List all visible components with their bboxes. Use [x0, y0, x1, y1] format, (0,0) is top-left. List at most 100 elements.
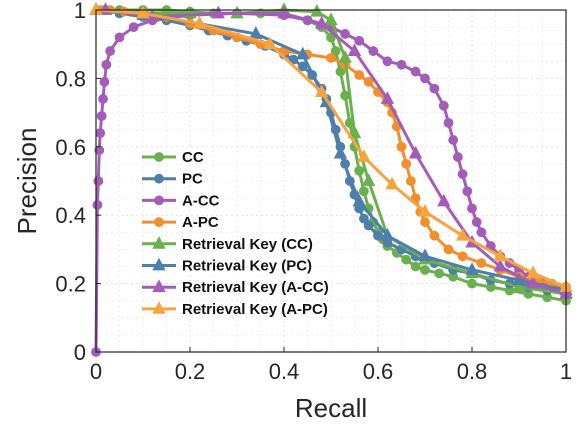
- data-point-a-cc: [128, 22, 139, 32]
- data-point-a-pc: [457, 251, 468, 262]
- data-point-retrieval-key-a-cc: [408, 145, 423, 159]
- data-point-retrieval-key-a-cc: [437, 193, 451, 207]
- data-point-a-pc: [326, 52, 336, 63]
- data-point-a-pc: [363, 76, 374, 87]
- data-point-a-cc: [438, 100, 449, 111]
- data-point-retrieval-key-a-pc: [357, 149, 371, 162]
- legend-item-retrieval-key-cc: Retrieval Key (CC): [142, 236, 313, 253]
- data-point-retrieval-key-a-pc: [418, 204, 432, 217]
- data-point-retrieval-key-a-cc: [211, 5, 225, 19]
- x-tick-label: 0: [90, 359, 102, 384]
- legend-marker: [154, 217, 164, 227]
- data-point-cc: [335, 66, 346, 77]
- data-point-a-cc: [476, 227, 487, 238]
- x-tick-label: 1: [560, 359, 572, 384]
- data-point-retrieval-key-a-cc: [277, 5, 291, 19]
- x-tick-label: 0.2: [175, 359, 206, 384]
- data-point-a-cc: [429, 83, 440, 94]
- data-point-a-cc: [443, 117, 454, 128]
- legend-marker: [152, 301, 166, 314]
- y-tick-label: 0: [74, 340, 86, 365]
- x-tick-label: 0.4: [269, 359, 300, 384]
- legend-label: CC: [182, 149, 204, 166]
- legend-label: A-CC: [182, 192, 220, 209]
- data-point-a-cc: [114, 32, 125, 43]
- data-point-a-pc: [401, 158, 412, 169]
- y-tick-label: 0.8: [55, 66, 86, 91]
- data-point-retrieval-key-a-pc: [263, 36, 277, 50]
- y-tick-label: 0.4: [55, 203, 86, 228]
- y-tick-label: 0.2: [55, 272, 86, 297]
- legend: CC PC A-CC A-PC Retrieval Key (CC) Retrieval …: [142, 149, 329, 318]
- data-point-retrieval-key-a-cc: [493, 258, 507, 272]
- data-point-retrieval-key-a-pc: [385, 176, 399, 190]
- legend-label: Retrieval Key (A-CC): [182, 279, 329, 296]
- legend-label: Retrieval Key (PC): [182, 258, 312, 275]
- data-point-retrieval-key-a-cc: [380, 91, 395, 104]
- data-point-retrieval-key-cc: [347, 125, 362, 139]
- data-point-cc: [330, 46, 341, 56]
- data-point-a-cc: [354, 35, 365, 46]
- data-point-a-cc: [101, 59, 112, 70]
- legend-marker: [154, 195, 164, 206]
- legend-item-retrieval-key-a-cc: Retrieval Key (A-CC): [142, 279, 329, 296]
- data-point-retrieval-key-pc: [380, 227, 395, 241]
- data-point-cc: [354, 165, 365, 176]
- data-point-a-cc: [452, 152, 463, 162]
- data-point-a-pc: [405, 176, 416, 186]
- data-point-a-cc: [340, 29, 350, 39]
- data-point-retrieval-key-pc: [296, 46, 310, 60]
- axis-ticks: 0 0.2 0.4 0.6 0.8 1 0 0.2 0.4 0.6 0.8 1: [55, 0, 572, 384]
- data-point-a-cc: [105, 46, 115, 56]
- data-point-a-cc: [96, 111, 107, 121]
- data-point-a-pc: [443, 244, 454, 255]
- data-point-a-cc: [94, 145, 105, 156]
- data-point-cc: [410, 261, 421, 272]
- data-point-cc: [401, 254, 412, 265]
- data-point-retrieval-key-cc: [361, 173, 376, 186]
- data-point-retrieval-key-pc: [333, 145, 348, 159]
- legend-label: PC: [182, 171, 203, 188]
- data-point-a-cc: [462, 186, 473, 197]
- data-point-pc: [358, 213, 369, 224]
- data-point-a-cc: [471, 217, 482, 227]
- data-point-retrieval-key-a-pc: [493, 248, 507, 262]
- data-point-retrieval-key-a-pc: [526, 265, 540, 279]
- legend-marker: [152, 236, 166, 249]
- legend-label: Retrieval Key (CC): [182, 236, 313, 253]
- data-point-cc: [467, 278, 477, 289]
- data-point-retrieval-key-a-pc: [455, 227, 470, 241]
- data-point-a-pc: [476, 258, 487, 268]
- data-point-a-cc: [98, 94, 108, 104]
- data-point-a-cc: [396, 59, 407, 70]
- legend-item-a-pc: A-PC: [142, 214, 219, 231]
- data-point-retrieval-key-pc: [352, 193, 366, 207]
- x-axis-title: Recall: [295, 393, 367, 423]
- data-point-a-cc: [92, 200, 103, 210]
- data-point-a-cc: [410, 66, 421, 77]
- data-point-a-pc: [354, 70, 365, 80]
- x-tick-label: 0.6: [363, 359, 394, 384]
- y-tick-label: 0.6: [55, 135, 86, 160]
- data-point-retrieval-key-a-cc: [314, 15, 329, 29]
- y-tick-label: 1: [74, 0, 86, 23]
- data-point-retrieval-key-cc: [512, 279, 526, 292]
- data-point-a-cc: [99, 76, 110, 87]
- data-point-retrieval-key-a-cc: [526, 275, 540, 289]
- data-point-a-pc: [429, 230, 440, 241]
- x-tick-label: 0.8: [457, 359, 488, 384]
- data-point-cc: [358, 186, 369, 197]
- data-point-retrieval-key-a-pc: [314, 84, 329, 97]
- data-point-a-cc: [95, 128, 106, 139]
- data-point-a-cc: [93, 176, 104, 186]
- data-point-retrieval-key-cc: [324, 12, 338, 26]
- data-point-pc: [373, 230, 383, 241]
- legend-item-a-cc: A-CC: [142, 192, 220, 209]
- legend-item-retrieval-key-a-pc: Retrieval Key (A-PC): [142, 301, 328, 318]
- series-retrieval-key-a-cc: [98, 2, 573, 299]
- data-point-retrieval-key-a-pc: [136, 5, 150, 19]
- legend-item-retrieval-key-pc: Retrieval Key (PC): [142, 258, 312, 275]
- legend-marker: [152, 279, 166, 293]
- legend-marker: [154, 173, 164, 184]
